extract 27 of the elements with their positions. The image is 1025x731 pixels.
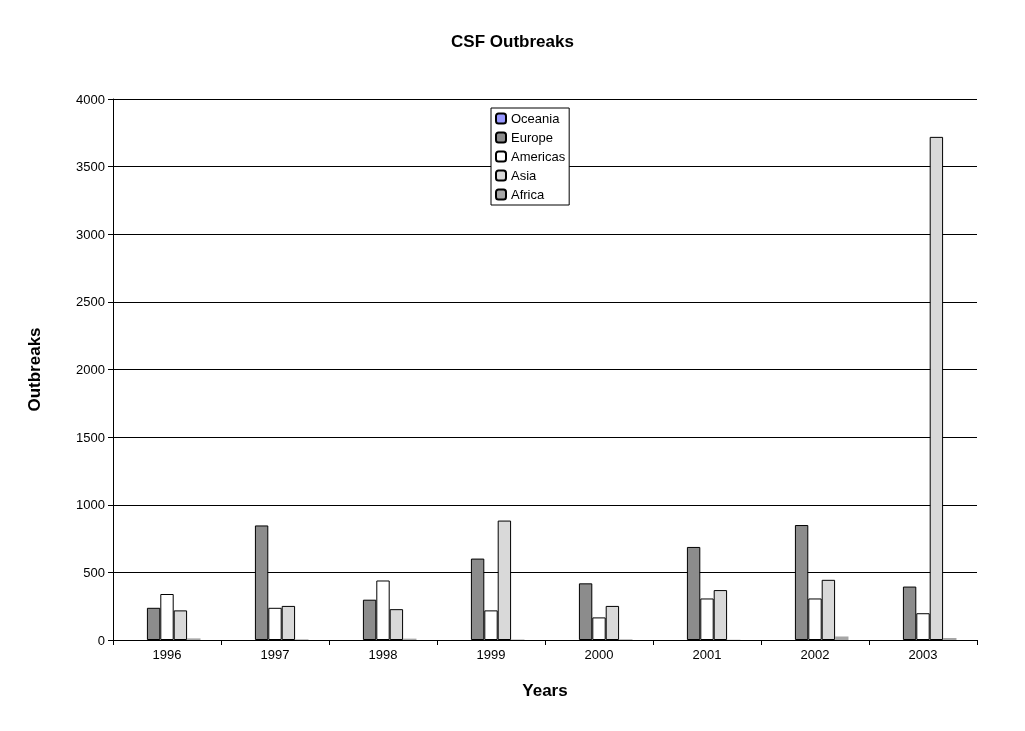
y-tick-label: 2000 — [76, 362, 105, 377]
legend-label: Oceania — [511, 111, 561, 126]
legend-label: Europe — [511, 130, 553, 145]
legend-label: Asia — [511, 168, 538, 183]
legend-label: Americas — [511, 149, 566, 164]
x-tick-label: 2001 — [692, 647, 722, 662]
bar — [835, 636, 849, 640]
bar — [943, 637, 957, 640]
chart-title: CSF Outbreaks — [451, 32, 574, 51]
legend-label: Africa — [511, 187, 545, 202]
y-tick-label: 1500 — [76, 429, 105, 445]
y-tick-label: 4000 — [76, 91, 105, 107]
x-tick-label: 2003 — [908, 647, 938, 662]
y-tick-label: 2500 — [76, 294, 105, 310]
x-tick-label: 1998 — [368, 647, 398, 662]
y-tick-label: 3000 — [76, 226, 105, 242]
x-tick-label: 2000 — [584, 647, 614, 662]
x-tick-label: 1999 — [476, 647, 506, 662]
x-tick-label: 1996 — [152, 647, 182, 662]
y-tick-label: 1000 — [76, 497, 105, 513]
x-axis-title: Years — [522, 681, 568, 700]
y-tick-label: 3500 — [76, 159, 105, 175]
x-tick-label: 2002 — [800, 647, 830, 662]
y-tick-label: 500 — [83, 564, 105, 580]
y-axis-title: Outbreaks — [25, 327, 44, 412]
y-tick-label: 0 — [97, 632, 105, 648]
x-tick-label: 1997 — [260, 647, 290, 662]
